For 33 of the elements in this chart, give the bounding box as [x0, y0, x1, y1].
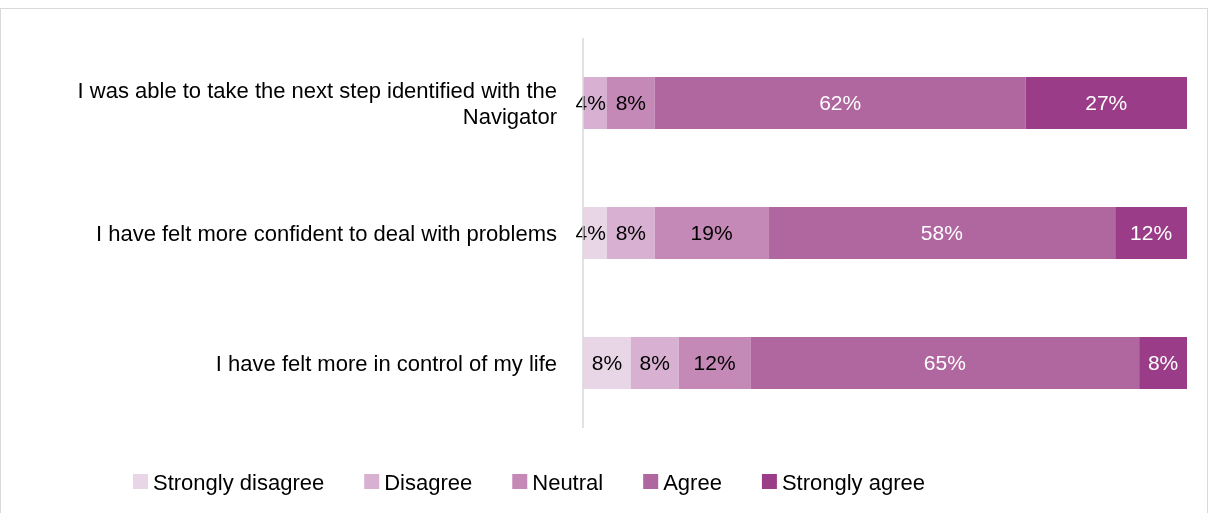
- bar: [630, 337, 679, 389]
- y-tick-label: I was able to take the next step identified with the Navigator: [77, 77, 557, 129]
- data-label: 4%: [575, 221, 606, 245]
- bar: [654, 77, 1026, 129]
- data-label: 27%: [1085, 91, 1128, 115]
- bar: [606, 207, 655, 259]
- bar: [1139, 337, 1187, 389]
- bar: [678, 337, 751, 389]
- bar: [768, 207, 1116, 259]
- bar: [1115, 207, 1187, 259]
- legend-label: Strongly disagree: [153, 469, 325, 495]
- legend-label: Strongly agree: [781, 469, 925, 495]
- legend-label: Neutral: [532, 469, 604, 495]
- data-label: 8%: [615, 221, 647, 245]
- bar: [1025, 77, 1187, 129]
- legend-label: Agree: [663, 469, 722, 495]
- data-label: 62%: [819, 91, 862, 115]
- data-label: 8%: [1147, 351, 1179, 375]
- y-tick-label: I have felt more in control of my life: [215, 350, 557, 376]
- data-label: 19%: [690, 221, 733, 245]
- y-tick-label: I have felt more confident to deal with problems: [95, 220, 557, 246]
- data-label: 12%: [1130, 221, 1173, 245]
- data-label: 58%: [920, 221, 963, 245]
- data-label: 8%: [639, 351, 670, 375]
- data-label: 8%: [615, 91, 647, 115]
- bar: [606, 77, 655, 129]
- data-label: 8%: [591, 351, 623, 375]
- data-label: 65%: [923, 351, 966, 375]
- data-label: 12%: [693, 351, 736, 375]
- bar: [750, 337, 1140, 389]
- legend-label: Disagree: [384, 469, 473, 495]
- bar: [654, 207, 769, 259]
- data-label: 4%: [575, 91, 606, 115]
